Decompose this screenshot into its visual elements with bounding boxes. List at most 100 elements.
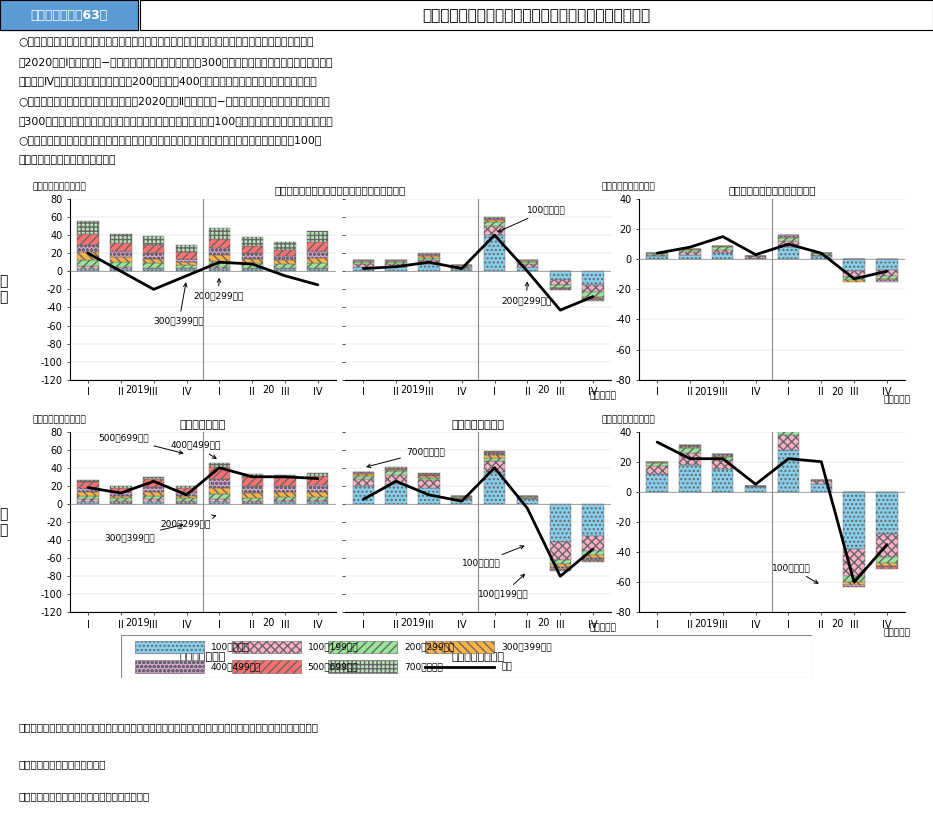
Bar (274, 261, 296, 264)
Bar (353, 476, 374, 478)
Bar (843, 280, 865, 282)
Bar (843, 576, 865, 582)
Bar (77, 266, 99, 269)
Bar (484, 458, 506, 461)
Bar (876, 562, 898, 566)
Bar (876, 275, 898, 279)
Bar (175, 492, 197, 496)
Bar (418, 475, 439, 476)
Bar (778, 426, 800, 427)
Bar (307, 270, 328, 271)
Bar (274, 486, 296, 492)
Bar (876, 566, 898, 567)
Bar (110, 252, 132, 256)
Bar (209, 494, 230, 499)
Bar (175, 496, 197, 498)
Bar (418, 255, 439, 256)
Text: （年・期）: （年・期） (883, 395, 910, 404)
Bar (143, 477, 164, 479)
Bar (811, 484, 832, 492)
Text: 20: 20 (831, 620, 844, 630)
Text: ○　男女別・雇用形態別に年間収入階級別の雇用者数の動向をみると、正規雇用労働者については、: ○ 男女別・雇用形態別に年間収入階級別の雇用者数の動向をみると、正規雇用労働者に… (19, 37, 314, 47)
Bar (484, 453, 506, 455)
Bar (242, 501, 263, 503)
Bar (550, 289, 571, 290)
Bar (418, 487, 439, 504)
Bar (274, 492, 296, 496)
Bar (175, 262, 197, 265)
Text: （前年同期差、万人）: （前年同期差、万人） (602, 182, 656, 192)
Bar (209, 261, 230, 266)
Bar (712, 469, 733, 492)
Bar (209, 255, 230, 261)
Text: 300～399万円: 300～399万円 (501, 643, 551, 652)
Bar (517, 264, 538, 266)
Bar (712, 460, 733, 469)
Bar (110, 234, 132, 243)
Bar (242, 474, 263, 477)
Text: 20: 20 (262, 386, 275, 395)
Bar (143, 268, 164, 270)
Bar (242, 270, 263, 271)
Bar (209, 478, 230, 487)
Bar (242, 493, 263, 497)
Bar (353, 478, 374, 486)
Text: うちパート・アルバイトの動向: うちパート・アルバイトの動向 (729, 185, 815, 195)
Text: 2019: 2019 (125, 386, 149, 395)
Bar (418, 476, 439, 478)
Bar (385, 469, 407, 471)
Bar (175, 268, 197, 270)
Bar (843, 549, 865, 576)
Bar (712, 247, 733, 250)
Bar (517, 499, 538, 504)
Bar (242, 268, 263, 270)
Bar (647, 463, 668, 466)
Bar (274, 242, 296, 250)
Bar (209, 270, 230, 271)
Text: 20: 20 (537, 618, 550, 628)
Bar (274, 256, 296, 261)
Bar (876, 556, 898, 562)
Text: ○　非正規雇用労働者については、主に2020年第Ⅱ四半期（４−６月期）以降、男女ともに年間収入: ○ 非正規雇用労働者については、主に2020年第Ⅱ四半期（４−６月期）以降、男女… (19, 96, 330, 106)
Bar (307, 232, 328, 242)
Bar (135, 660, 204, 673)
Bar (274, 501, 296, 502)
Bar (484, 452, 506, 453)
Bar (582, 560, 604, 561)
Bar (778, 435, 800, 450)
Bar (143, 270, 164, 271)
Bar (307, 476, 328, 485)
Bar (209, 502, 230, 504)
Bar (712, 250, 733, 253)
Text: 200～299万円: 200～299万円 (193, 279, 244, 300)
Bar (778, 238, 800, 241)
Bar (328, 640, 397, 653)
Text: 100万円未満: 100万円未満 (462, 546, 523, 567)
Bar (175, 245, 197, 252)
Bar (582, 271, 604, 284)
Bar (451, 265, 472, 266)
Bar (209, 499, 230, 502)
Bar (484, 226, 506, 235)
Bar (418, 253, 439, 254)
Bar (385, 262, 407, 264)
Bar (679, 248, 701, 250)
Bar (353, 262, 374, 264)
Bar (140, 0, 933, 30)
Bar (647, 256, 668, 259)
Bar (451, 499, 472, 504)
Bar (209, 487, 230, 494)
Bar (425, 640, 494, 653)
Bar (385, 264, 407, 266)
Bar (811, 480, 832, 482)
Bar (353, 472, 374, 473)
Bar (550, 288, 571, 289)
Bar (143, 263, 164, 268)
Text: 男
性: 男 性 (0, 275, 7, 304)
Bar (143, 479, 164, 487)
Bar (582, 504, 604, 536)
Bar (242, 477, 263, 486)
Bar (484, 217, 506, 218)
Bar (209, 266, 230, 270)
Bar (307, 496, 328, 501)
